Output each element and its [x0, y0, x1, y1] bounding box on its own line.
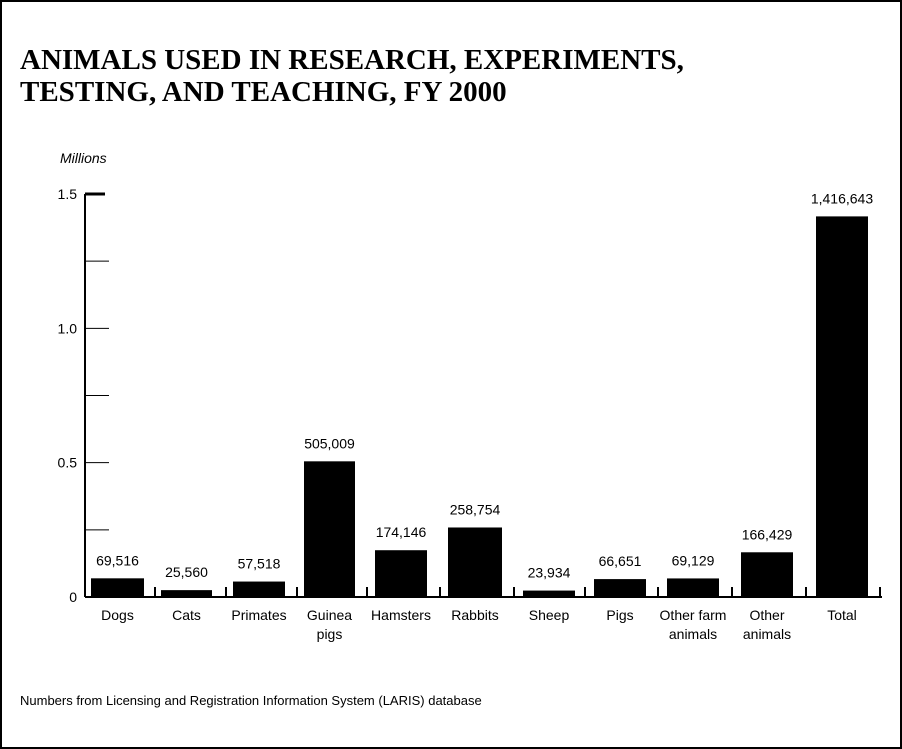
- x-category-label: Cats: [172, 607, 201, 623]
- bar-5: [448, 527, 502, 597]
- bar-2: [233, 581, 285, 597]
- x-category-label: Sheep: [529, 607, 570, 623]
- y-tick-label: 0: [69, 589, 77, 605]
- bar-0: [91, 578, 144, 597]
- x-category-label: Hamsters: [371, 607, 431, 623]
- bar-4: [375, 550, 427, 597]
- data-label: 23,934: [528, 565, 571, 581]
- chart-title-line-2: TESTING, AND TEACHING, FY 2000: [20, 76, 507, 108]
- data-label: 25,560: [165, 564, 208, 580]
- bar-1: [161, 590, 212, 597]
- bar-3: [304, 461, 355, 597]
- data-label: 505,009: [304, 435, 355, 451]
- data-label: 1,416,643: [811, 190, 873, 206]
- y-tick-label: 0.5: [58, 455, 78, 471]
- data-label: 69,129: [672, 552, 715, 568]
- chart-title: ANIMALS USED IN RESEARCH, EXPERIMENTS, T…: [20, 44, 880, 108]
- data-label: 258,754: [450, 501, 501, 517]
- y-tick-label: 1.5: [58, 186, 78, 202]
- x-category-label: Other: [749, 607, 784, 623]
- bar-6: [523, 590, 575, 597]
- x-category-label: Total: [827, 607, 857, 623]
- x-category-label: animals: [669, 626, 717, 642]
- x-category-label: Primates: [231, 607, 286, 623]
- chart-title-line-1: ANIMALS USED IN RESEARCH, EXPERIMENTS,: [20, 44, 684, 76]
- data-label: 66,651: [599, 553, 642, 569]
- data-label: 174,146: [376, 524, 427, 540]
- bar-10: [816, 216, 868, 597]
- x-category-label: pigs: [317, 626, 343, 642]
- y-tick-label: 1.0: [58, 320, 78, 336]
- x-category-label: Rabbits: [451, 607, 498, 623]
- data-label: 69,516: [96, 552, 139, 568]
- bar-9: [741, 552, 793, 597]
- footnote: Numbers from Licensing and Registration …: [20, 693, 482, 708]
- bar-7: [594, 579, 646, 597]
- data-label: 166,429: [742, 526, 793, 542]
- y-axis-unit-label: Millions: [60, 150, 107, 166]
- x-category-label: Other farm: [660, 607, 727, 623]
- x-category-label: Guinea: [307, 607, 352, 623]
- bar-8: [667, 578, 719, 597]
- data-label: 57,518: [238, 556, 281, 572]
- x-category-label: Dogs: [101, 607, 134, 623]
- x-category-label: Pigs: [606, 607, 633, 623]
- x-category-label: animals: [743, 626, 791, 642]
